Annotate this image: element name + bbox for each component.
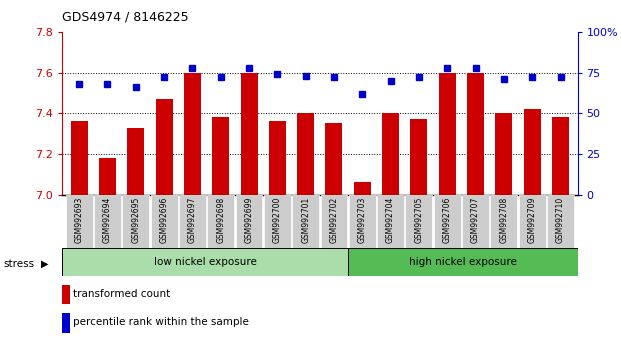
- Text: GSM992693: GSM992693: [75, 196, 84, 243]
- Bar: [406, 195, 432, 248]
- Text: GSM992700: GSM992700: [273, 196, 282, 243]
- Text: GDS4974 / 8146225: GDS4974 / 8146225: [62, 11, 189, 24]
- Text: percentile rank within the sample: percentile rank within the sample: [73, 317, 249, 327]
- Bar: [122, 195, 149, 248]
- Bar: [349, 195, 376, 248]
- Text: transformed count: transformed count: [73, 289, 171, 299]
- Bar: [71, 121, 88, 195]
- Text: GSM992709: GSM992709: [528, 196, 537, 243]
- Bar: [524, 109, 541, 195]
- Bar: [467, 73, 484, 195]
- Bar: [212, 118, 229, 195]
- Bar: [66, 195, 93, 248]
- Text: GSM992705: GSM992705: [414, 196, 424, 243]
- Text: stress: stress: [3, 259, 34, 269]
- Bar: [184, 73, 201, 195]
- Text: high nickel exposure: high nickel exposure: [409, 257, 517, 267]
- Text: GSM992710: GSM992710: [556, 196, 565, 242]
- Bar: [127, 127, 144, 195]
- Bar: [292, 195, 319, 248]
- Bar: [264, 195, 291, 248]
- Bar: [320, 195, 347, 248]
- Bar: [179, 195, 206, 248]
- Bar: [354, 183, 371, 195]
- Bar: [547, 195, 574, 248]
- Bar: [151, 195, 178, 248]
- Bar: [491, 195, 517, 248]
- Bar: [462, 195, 489, 248]
- Bar: [552, 118, 569, 195]
- Bar: [207, 195, 234, 248]
- Text: GSM992708: GSM992708: [499, 196, 509, 242]
- Text: GSM992707: GSM992707: [471, 196, 480, 243]
- Bar: [348, 248, 578, 276]
- Text: low nickel exposure: low nickel exposure: [154, 257, 256, 267]
- Bar: [269, 121, 286, 195]
- Text: GSM992694: GSM992694: [103, 196, 112, 243]
- Bar: [377, 195, 404, 248]
- Bar: [94, 195, 121, 248]
- Bar: [382, 113, 399, 195]
- Bar: [297, 113, 314, 195]
- Bar: [99, 158, 116, 195]
- Text: GSM992698: GSM992698: [216, 196, 225, 242]
- Bar: [439, 73, 456, 195]
- Text: GSM992702: GSM992702: [330, 196, 338, 242]
- Bar: [434, 195, 461, 248]
- Bar: [325, 124, 342, 195]
- Text: GSM992704: GSM992704: [386, 196, 395, 243]
- Bar: [62, 248, 348, 276]
- Bar: [410, 119, 427, 195]
- Bar: [496, 113, 512, 195]
- Bar: [240, 73, 258, 195]
- Text: ▶: ▶: [41, 259, 48, 269]
- Bar: [519, 195, 546, 248]
- Text: GSM992695: GSM992695: [131, 196, 140, 243]
- Bar: [155, 99, 173, 195]
- Text: GSM992696: GSM992696: [160, 196, 168, 243]
- Text: GSM992699: GSM992699: [245, 196, 253, 243]
- Text: GSM992706: GSM992706: [443, 196, 451, 243]
- Text: GSM992701: GSM992701: [301, 196, 310, 242]
- Bar: [235, 195, 263, 248]
- Text: GSM992703: GSM992703: [358, 196, 367, 243]
- Text: GSM992697: GSM992697: [188, 196, 197, 243]
